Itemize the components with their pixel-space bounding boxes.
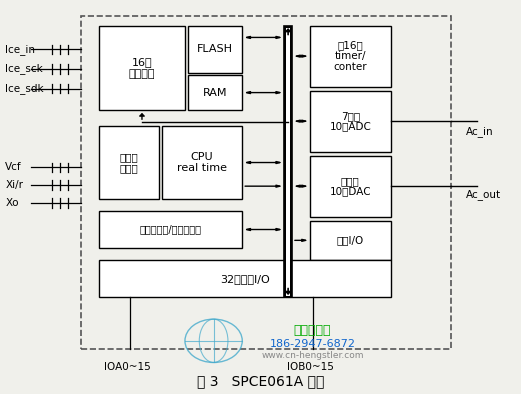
Text: 低电压检测/低电压复位: 低电压检测/低电压复位: [140, 225, 202, 234]
Text: CPU: CPU: [191, 152, 213, 162]
Text: 双16位: 双16位: [338, 40, 363, 50]
Bar: [188, 75, 242, 110]
Bar: [99, 26, 185, 110]
Bar: [284, 26, 292, 297]
Text: Vcf: Vcf: [5, 162, 22, 173]
Bar: [310, 91, 391, 152]
Text: www.cn-hengstler.com: www.cn-hengstler.com: [262, 351, 364, 360]
Bar: [81, 16, 451, 349]
Text: 西安德伍拓: 西安德伍拓: [294, 325, 331, 337]
Bar: [188, 26, 242, 73]
Text: IOB0~15: IOB0~15: [287, 362, 333, 372]
Text: Ice_sck: Ice_sck: [5, 63, 43, 74]
Text: Xi/r: Xi/r: [5, 180, 23, 190]
Bar: [286, 28, 291, 295]
Text: Xo: Xo: [5, 198, 19, 208]
Text: 7通道: 7通道: [341, 111, 360, 121]
Text: 锁相环: 锁相环: [120, 152, 138, 162]
Bar: [99, 211, 242, 248]
Text: 串行I/O: 串行I/O: [337, 235, 364, 245]
Text: 双通道: 双通道: [341, 176, 359, 186]
Text: conter: conter: [333, 62, 367, 72]
Text: 振荡器: 振荡器: [120, 163, 138, 173]
Bar: [310, 26, 391, 87]
Text: FLASH: FLASH: [197, 44, 233, 54]
Bar: [310, 221, 391, 260]
Bar: [99, 260, 391, 297]
Text: 微控制器: 微控制器: [129, 69, 155, 79]
Bar: [310, 156, 391, 217]
Text: RAM: RAM: [203, 87, 227, 98]
Text: 186-2947-6872: 186-2947-6872: [269, 338, 356, 349]
Bar: [162, 126, 242, 199]
Text: real time: real time: [177, 163, 227, 173]
Text: 16位: 16位: [132, 57, 152, 67]
Text: IOA0~15: IOA0~15: [104, 362, 151, 372]
Text: 图 3   SPCE061A 芯片: 图 3 SPCE061A 芯片: [197, 374, 324, 388]
Text: Ice_in: Ice_in: [5, 44, 35, 55]
Text: Ac_in: Ac_in: [466, 126, 494, 138]
Bar: [99, 126, 159, 199]
Text: 10位DAC: 10位DAC: [330, 187, 371, 197]
Text: Ac_out: Ac_out: [466, 190, 501, 201]
Text: Ice_sdk: Ice_sdk: [5, 83, 44, 94]
Text: timer/: timer/: [334, 51, 366, 61]
Text: 10位ADC: 10位ADC: [329, 122, 371, 132]
Text: 32位通用I/O: 32位通用I/O: [220, 274, 270, 284]
